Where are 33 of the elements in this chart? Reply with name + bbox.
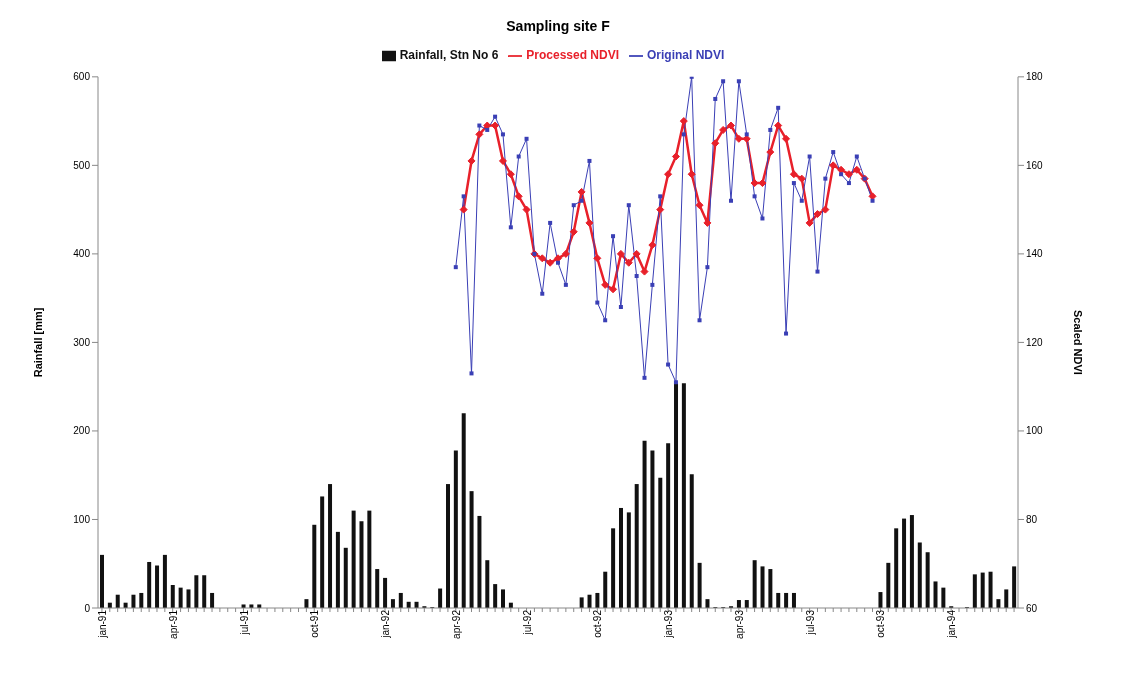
x-tick-label: jul-92	[521, 609, 533, 636]
legend-label: Processed NDVI	[526, 48, 620, 62]
y-tick-label: 200	[73, 425, 91, 437]
y2-tick-label: 80	[1026, 514, 1038, 526]
x-tick-label: oct-93	[875, 609, 887, 638]
chart-title: Sampling site F	[505, 18, 611, 34]
y-tick-label: 100	[73, 514, 91, 526]
y2-tick-label: 100	[1026, 425, 1044, 437]
y2-tick-label: 180	[1026, 71, 1044, 83]
x-tick-label: apr-91	[167, 609, 179, 639]
y2-tick-label: 60	[1026, 602, 1038, 614]
x-tick-label: jan-94	[946, 609, 958, 639]
x-tick-label: jul-93	[804, 609, 816, 636]
y-tick-label: 600	[73, 71, 91, 83]
y2-axis-title: Scaled NDVI	[1072, 310, 1085, 375]
x-tick-label: jan-91	[97, 609, 109, 639]
y-tick-label: 300	[73, 336, 91, 348]
x-tick-label: jan-92	[380, 609, 392, 639]
x-tick-label: apr-92	[450, 609, 462, 639]
y2-tick-label: 140	[1026, 248, 1044, 260]
x-tick-label: oct-91	[309, 609, 321, 638]
x-tick-label: jan-93	[663, 609, 675, 639]
x-tick-label: oct-92	[592, 609, 604, 638]
y-tick-label: 500	[73, 159, 91, 171]
y2-tick-label: 160	[1026, 159, 1044, 171]
x-tick-label: apr-93	[733, 609, 745, 639]
y2-tick-label: 120	[1026, 336, 1044, 348]
y-tick-label: 400	[73, 248, 91, 260]
legend-label: Original NDVI	[647, 48, 725, 62]
legend-label: Rainfall, Stn No 6	[399, 48, 499, 62]
x-tick-label: jul-91	[238, 609, 250, 636]
y-axis-title: Rainfall [mm]	[31, 307, 44, 378]
y-tick-label: 0	[84, 602, 91, 614]
